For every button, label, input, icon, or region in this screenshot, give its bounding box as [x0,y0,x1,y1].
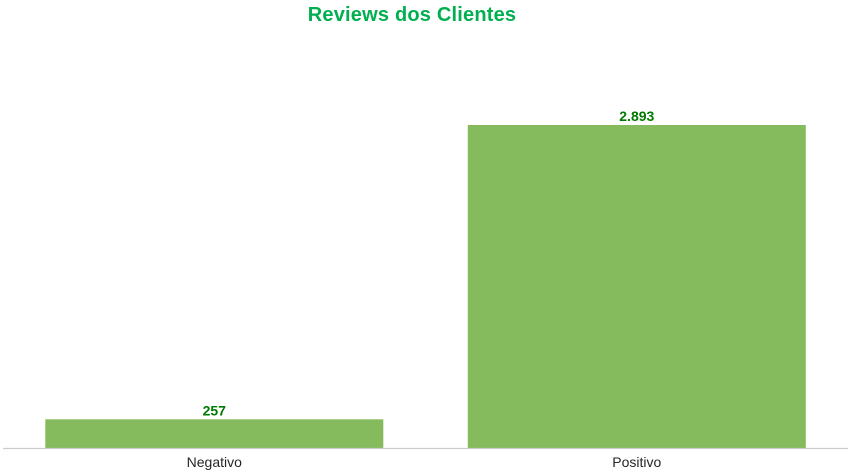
x-tick-label-positivo: Positivo [612,454,661,470]
chart-title: Reviews dos Clientes [307,4,517,26]
bar-negativo [45,419,384,448]
value-label-negativo: 257 [203,402,227,418]
labels-layer: 257 Negativo 2.893 Positivo [187,108,662,470]
bars-layer [45,125,806,448]
x-tick-label-negativo: Negativo [187,454,242,470]
bar-positivo [467,125,806,448]
value-label-positivo: 2.893 [619,108,654,124]
